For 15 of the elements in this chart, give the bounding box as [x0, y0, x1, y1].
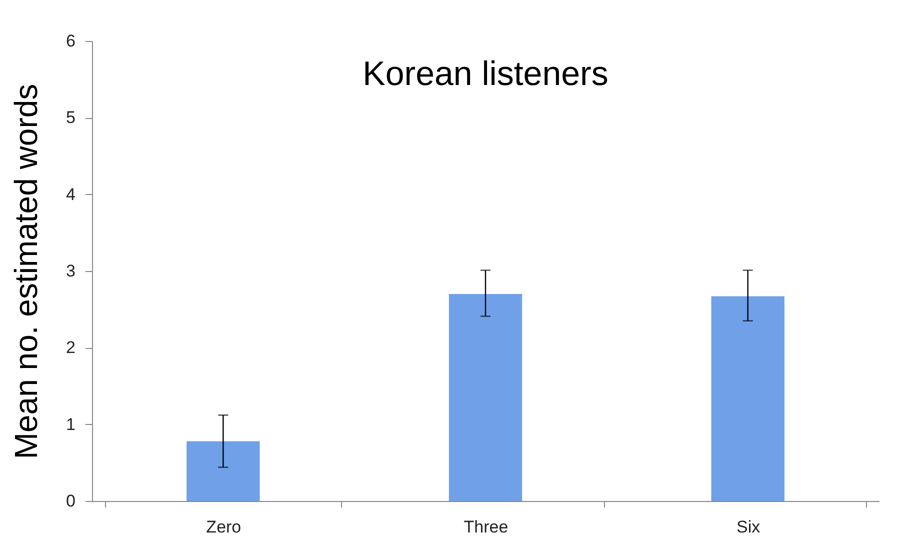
y-tick-label: 2 [66, 338, 76, 358]
y-axis-title: Mean no. estimated words [8, 84, 44, 460]
chart-title: Korean listeners [362, 55, 608, 93]
y-tick-label: 5 [66, 108, 76, 128]
y-tick-label: 0 [66, 492, 76, 510]
x-tick-label: Three [464, 518, 508, 536]
bar [711, 296, 784, 501]
y-tick-label: 6 [66, 32, 76, 50]
bar [448, 294, 522, 501]
y-tick-label: 4 [66, 184, 76, 204]
bar [186, 441, 260, 501]
y-tick-label: 1 [66, 414, 76, 434]
x-tick-label: Zero [206, 518, 242, 536]
y-tick-label: 3 [66, 262, 76, 280]
x-tick-label: Six [736, 518, 761, 536]
